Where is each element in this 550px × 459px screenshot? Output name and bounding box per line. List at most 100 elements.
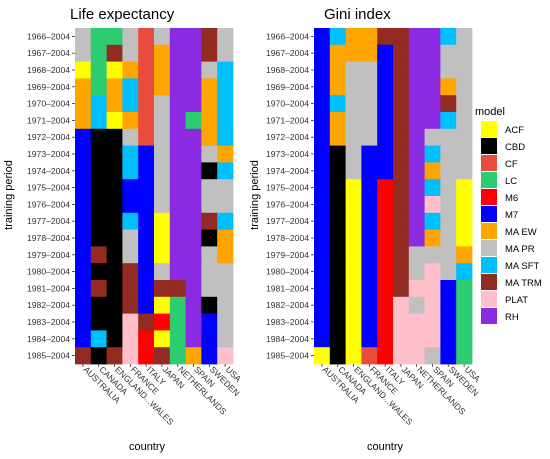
right-cell <box>424 347 441 365</box>
legend-label: LC <box>505 176 517 187</box>
right-cell <box>329 145 346 163</box>
right-cell <box>314 145 331 163</box>
right-cell <box>314 95 331 113</box>
right-cell <box>377 212 394 230</box>
right-cell <box>393 347 410 365</box>
left-cell <box>106 229 123 247</box>
left-cell <box>217 179 234 197</box>
left-cell <box>217 313 234 331</box>
right-cell <box>393 162 410 180</box>
right-cell <box>361 196 378 214</box>
right-cell <box>314 179 331 197</box>
right-cell <box>361 179 378 197</box>
right-cell <box>456 263 473 281</box>
right-cell <box>440 280 457 298</box>
right-cell <box>408 280 425 298</box>
right-cell <box>424 95 441 113</box>
left-cell <box>75 28 92 46</box>
left-cell <box>217 280 234 298</box>
right-y-tick-label: 1982–2004 <box>266 300 309 310</box>
left-cell <box>90 28 107 46</box>
left-cell <box>122 313 139 331</box>
right-cell <box>393 246 410 264</box>
left-cell <box>201 196 218 214</box>
right-cell <box>377 313 394 331</box>
right-y-tick-label: 1966–2004 <box>266 31 309 41</box>
left-cell <box>106 212 123 230</box>
right-cell <box>329 28 346 46</box>
right-cell <box>361 112 378 130</box>
left-cell <box>201 44 218 62</box>
right-y-tick-label: 1974–2004 <box>266 166 309 176</box>
left-cell <box>169 78 186 96</box>
left-cell <box>217 229 234 247</box>
right-cell <box>314 28 331 46</box>
right-cell <box>456 28 473 46</box>
right-cell <box>456 95 473 113</box>
right-cell <box>393 28 410 46</box>
right-cell <box>377 347 394 365</box>
left-cell <box>154 280 171 298</box>
right-cell <box>424 44 441 62</box>
left-cell <box>75 145 92 163</box>
left-cell <box>154 296 171 314</box>
left-cell <box>185 28 202 46</box>
right-cell <box>377 44 394 62</box>
right-y-tick-label: 1973–2004 <box>266 149 309 159</box>
left-cell <box>185 347 202 365</box>
left-cell <box>217 95 234 113</box>
legend-label: M6 <box>505 193 518 204</box>
left-cell <box>169 28 186 46</box>
left-y-tick-label: 1983–2004 <box>27 317 70 327</box>
right-cell <box>440 263 457 281</box>
left-cell <box>217 61 234 79</box>
left-cell <box>90 347 107 365</box>
right-cell <box>393 145 410 163</box>
right-cell <box>377 229 394 247</box>
left-cell <box>90 229 107 247</box>
right-cell <box>345 196 362 214</box>
left-cell <box>75 280 92 298</box>
left-cell <box>154 78 171 96</box>
legend-label: RH <box>505 312 519 323</box>
right-cell <box>440 212 457 230</box>
left-cell <box>106 44 123 62</box>
right-cell <box>377 246 394 264</box>
right-y-tick-label: 1984–2004 <box>266 334 309 344</box>
right-cell <box>329 212 346 230</box>
right-cell <box>361 246 378 264</box>
left-cell <box>90 212 107 230</box>
right-cell <box>456 246 473 264</box>
left-cell <box>138 162 155 180</box>
right-cell <box>424 212 441 230</box>
left-cell <box>169 212 186 230</box>
right-cell <box>314 44 331 62</box>
right-cell <box>329 61 346 79</box>
right-cell <box>424 263 441 281</box>
right-cell <box>456 196 473 214</box>
left-cell <box>201 61 218 79</box>
right-cell <box>345 112 362 130</box>
right-cell <box>424 162 441 180</box>
left-cell <box>122 112 139 130</box>
right-cell <box>377 145 394 163</box>
right-cell <box>314 296 331 314</box>
left-cell <box>138 263 155 281</box>
left-cell <box>75 246 92 264</box>
right-cell <box>408 313 425 331</box>
legend-swatch <box>481 308 497 324</box>
left-cell <box>154 179 171 197</box>
left-cell <box>106 112 123 130</box>
right-cell <box>424 296 441 314</box>
left-cell <box>169 145 186 163</box>
left-y-tick-label: 1978–2004 <box>27 233 70 243</box>
left-cell <box>90 95 107 113</box>
right-cell <box>361 347 378 365</box>
right-cell <box>393 112 410 130</box>
left-cell <box>201 78 218 96</box>
left-cell <box>201 330 218 348</box>
left-cell <box>185 162 202 180</box>
left-cell <box>169 229 186 247</box>
right-cell <box>393 61 410 79</box>
right-y-tick-label: 1969–2004 <box>266 82 309 92</box>
